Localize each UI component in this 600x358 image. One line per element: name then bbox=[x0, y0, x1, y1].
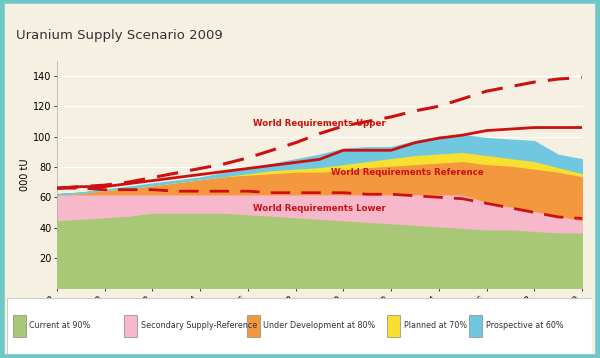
Text: Uranium Supply Scenario 2009: Uranium Supply Scenario 2009 bbox=[17, 29, 223, 42]
Bar bbox=[13, 315, 26, 337]
Bar bbox=[388, 315, 400, 337]
Text: World Requirements Lower: World Requirements Lower bbox=[253, 204, 385, 213]
Text: Under Development at 80%: Under Development at 80% bbox=[263, 321, 376, 330]
Bar bbox=[247, 315, 260, 337]
Text: World Requirements Upper: World Requirements Upper bbox=[253, 119, 385, 128]
Bar bbox=[124, 315, 137, 337]
Text: World Requirements Reference: World Requirements Reference bbox=[331, 168, 484, 176]
Text: Prospective at 60%: Prospective at 60% bbox=[486, 321, 563, 330]
Text: Current at 90%: Current at 90% bbox=[29, 321, 91, 330]
Text: Secondary Supply-Reference: Secondary Supply-Reference bbox=[140, 321, 257, 330]
Bar bbox=[469, 315, 482, 337]
Text: Planned at 70%: Planned at 70% bbox=[404, 321, 467, 330]
Y-axis label: 000 tU: 000 tU bbox=[20, 158, 30, 191]
